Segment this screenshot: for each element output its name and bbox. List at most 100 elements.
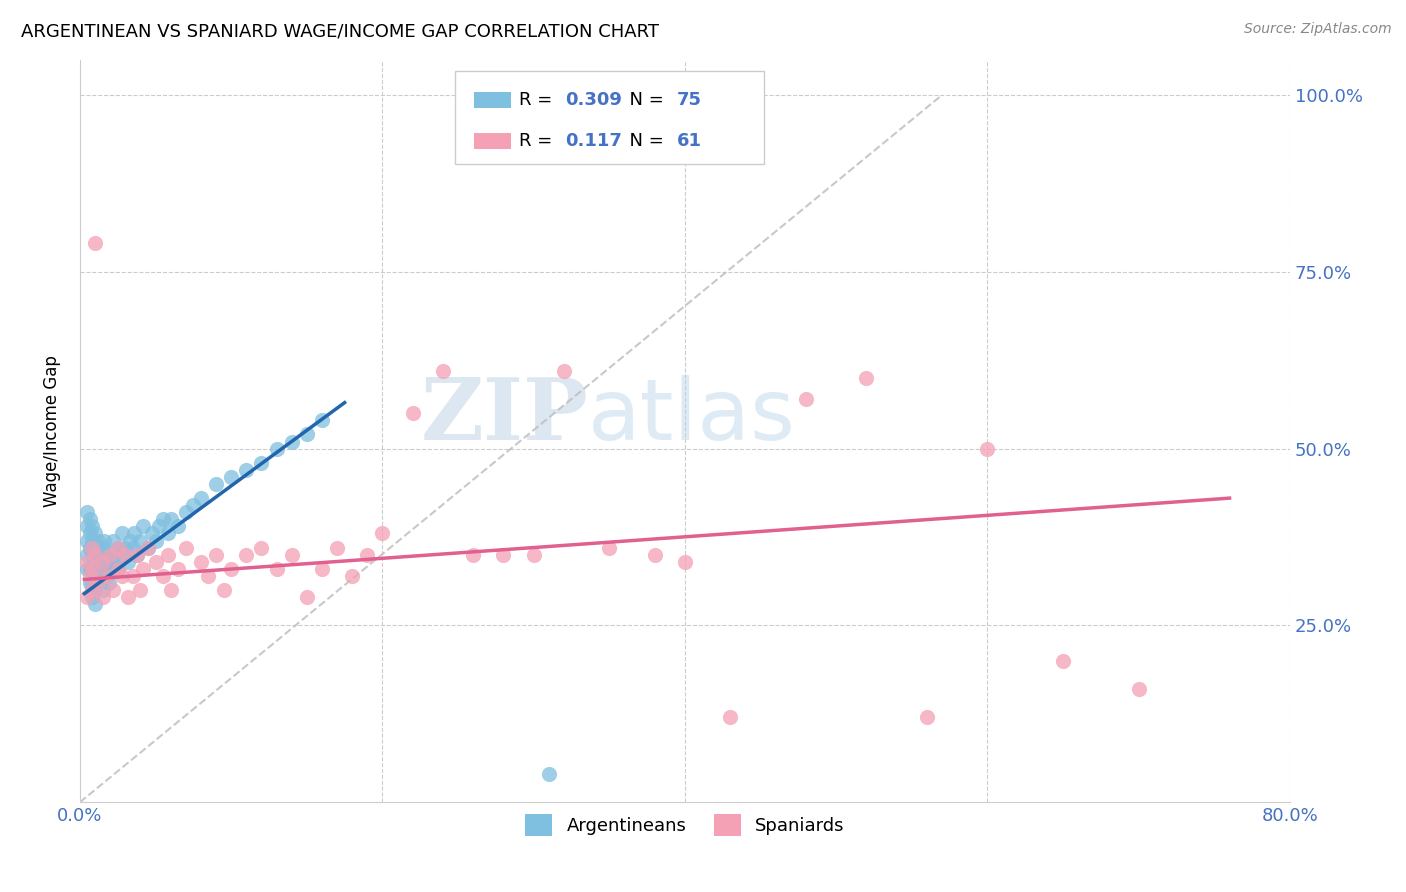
Point bbox=[492, 548, 515, 562]
Point bbox=[219, 470, 242, 484]
Point bbox=[104, 548, 127, 562]
Point bbox=[79, 562, 101, 576]
Point bbox=[80, 533, 103, 548]
Point bbox=[266, 562, 288, 576]
Point bbox=[159, 512, 181, 526]
Point bbox=[97, 555, 120, 569]
Point bbox=[101, 533, 124, 548]
Point bbox=[235, 548, 257, 562]
Point bbox=[79, 541, 101, 555]
Point bbox=[80, 548, 103, 562]
FancyBboxPatch shape bbox=[456, 70, 763, 163]
Point bbox=[718, 710, 741, 724]
Point bbox=[121, 541, 143, 555]
Point bbox=[87, 576, 110, 591]
Point bbox=[280, 434, 302, 449]
Text: N =: N = bbox=[619, 132, 669, 150]
Point bbox=[98, 548, 121, 562]
Point bbox=[114, 548, 136, 562]
Point bbox=[523, 548, 546, 562]
Point bbox=[250, 541, 273, 555]
Point bbox=[84, 555, 107, 569]
Point bbox=[84, 541, 107, 555]
Point bbox=[266, 442, 288, 456]
Point bbox=[127, 548, 149, 562]
Point bbox=[311, 413, 333, 427]
Point bbox=[250, 456, 273, 470]
FancyBboxPatch shape bbox=[474, 92, 510, 108]
Point bbox=[76, 505, 98, 519]
Point bbox=[84, 569, 107, 583]
Point bbox=[117, 590, 139, 604]
Point bbox=[205, 548, 228, 562]
Text: Source: ZipAtlas.com: Source: ZipAtlas.com bbox=[1244, 22, 1392, 37]
Point bbox=[174, 541, 197, 555]
Point bbox=[141, 526, 163, 541]
Point bbox=[96, 548, 118, 562]
Point bbox=[96, 569, 118, 583]
Point bbox=[80, 590, 103, 604]
Point bbox=[79, 569, 101, 583]
Point bbox=[114, 541, 136, 555]
Point bbox=[205, 477, 228, 491]
Point bbox=[915, 710, 938, 724]
Point bbox=[93, 555, 115, 569]
Point bbox=[82, 541, 104, 555]
Point bbox=[1052, 654, 1074, 668]
Point bbox=[156, 526, 179, 541]
Point bbox=[101, 583, 124, 598]
Point bbox=[855, 371, 877, 385]
Point bbox=[91, 555, 114, 569]
Point bbox=[463, 548, 485, 562]
Point bbox=[136, 541, 159, 555]
Point bbox=[280, 548, 302, 562]
Text: R =: R = bbox=[519, 132, 564, 150]
Point bbox=[794, 392, 817, 406]
FancyBboxPatch shape bbox=[474, 133, 510, 149]
Point bbox=[76, 590, 98, 604]
Point bbox=[84, 526, 107, 541]
Point bbox=[80, 576, 103, 591]
Point bbox=[79, 526, 101, 541]
Point bbox=[84, 597, 107, 611]
Point bbox=[98, 562, 121, 576]
Point bbox=[80, 583, 103, 598]
Point bbox=[129, 583, 152, 598]
Text: ZIP: ZIP bbox=[420, 374, 588, 458]
Point bbox=[152, 512, 174, 526]
Point bbox=[107, 562, 129, 576]
Point bbox=[89, 541, 111, 555]
Point bbox=[111, 526, 134, 541]
Point bbox=[107, 562, 129, 576]
Point bbox=[156, 548, 179, 562]
Point bbox=[644, 548, 666, 562]
Point bbox=[80, 562, 103, 576]
Point bbox=[127, 548, 149, 562]
Point bbox=[76, 519, 98, 533]
Point bbox=[89, 562, 111, 576]
Point bbox=[101, 555, 124, 569]
Point bbox=[97, 576, 120, 591]
Point bbox=[136, 541, 159, 555]
Point bbox=[82, 583, 104, 598]
Point bbox=[91, 562, 114, 576]
Point bbox=[197, 569, 219, 583]
Point bbox=[190, 491, 212, 505]
Text: N =: N = bbox=[619, 91, 669, 109]
Point bbox=[356, 548, 378, 562]
Point bbox=[91, 583, 114, 598]
Y-axis label: Wage/Income Gap: Wage/Income Gap bbox=[44, 355, 60, 507]
Point bbox=[159, 583, 181, 598]
Point bbox=[84, 548, 107, 562]
Point bbox=[76, 533, 98, 548]
Point bbox=[84, 583, 107, 598]
Point bbox=[148, 519, 170, 533]
Point bbox=[152, 569, 174, 583]
Point bbox=[84, 236, 107, 251]
Point bbox=[121, 569, 143, 583]
Point bbox=[91, 541, 114, 555]
Point bbox=[76, 548, 98, 562]
Point bbox=[87, 576, 110, 591]
Point bbox=[107, 541, 129, 555]
Point bbox=[111, 548, 134, 562]
